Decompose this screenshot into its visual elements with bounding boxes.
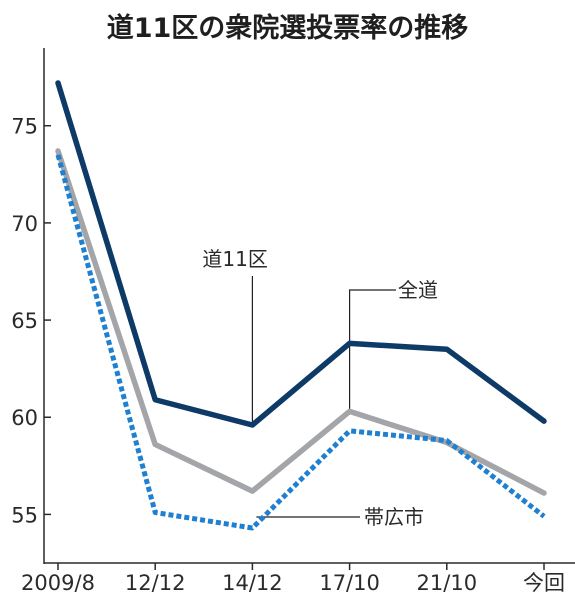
x-tick-label: 12/12: [125, 571, 186, 595]
y-tick-label: 75: [11, 115, 38, 139]
x-tick-label: 21/10: [417, 571, 478, 595]
y-tick-label: 70: [11, 212, 38, 236]
series-line-0: [55, 80, 547, 428]
x-tick-label: 14/12: [222, 571, 283, 595]
y-tick-label: 60: [11, 406, 38, 430]
annotation-label: 帯広市: [364, 505, 424, 529]
annotation-label: 全道: [398, 278, 438, 302]
x-tick-label: 2009/8: [21, 571, 95, 595]
annotation-label: 道11区: [202, 247, 267, 271]
x-tick-label: 今回: [523, 571, 565, 595]
y-tick-label: 65: [11, 309, 38, 333]
x-tick-label: 17/10: [319, 571, 380, 595]
leader-line-prefecture: [349, 289, 396, 412]
chart-title: 道11区の衆院選投票率の推移: [106, 13, 469, 44]
y-tick-label: 55: [11, 503, 38, 527]
series-lines: [55, 80, 547, 531]
series-line-2: [55, 154, 546, 531]
y-axis-ticks: 75 70 65 60 55: [11, 115, 51, 527]
x-axis-ticks: 2009/8 12/12 14/12 17/10 21/10 今回: [21, 563, 565, 595]
annotation-leaders: [251, 276, 396, 518]
